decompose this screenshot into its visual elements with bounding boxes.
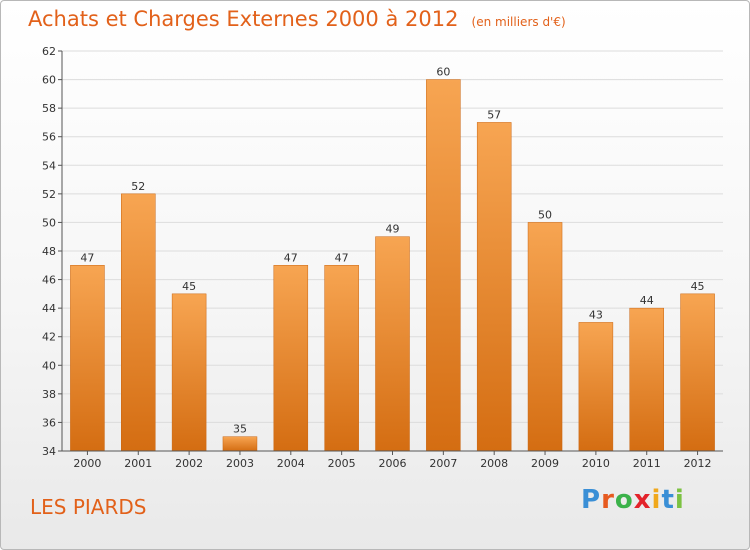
chart-title-text: Achats et Charges Externes 2000 à 2012 xyxy=(28,7,459,31)
bar xyxy=(324,265,359,452)
data-label: 60 xyxy=(436,66,450,79)
y-tick-label: 48 xyxy=(42,245,56,258)
logo-letter: x xyxy=(633,485,652,515)
y-tick-label: 38 xyxy=(42,388,56,401)
bar xyxy=(70,265,105,452)
bar xyxy=(476,122,512,452)
data-label: 50 xyxy=(538,208,552,221)
bar xyxy=(375,236,410,452)
bar xyxy=(578,322,614,452)
x-tick-label: 2009 xyxy=(531,457,559,470)
y-tick-label: 60 xyxy=(42,74,56,87)
y-tick-label: 54 xyxy=(42,159,56,172)
x-tick-label: 2002 xyxy=(175,457,203,470)
y-tick-label: 50 xyxy=(42,216,56,229)
x-tick-label: 2004 xyxy=(277,457,305,470)
data-label: 45 xyxy=(182,280,196,293)
x-tick-label: 2005 xyxy=(328,457,356,470)
x-tick-label: 2010 xyxy=(582,457,610,470)
logo-letter: r xyxy=(601,485,615,515)
x-tick-label: 2000 xyxy=(73,457,101,470)
logo-letter: i xyxy=(651,485,662,515)
commune-name: LES PIARDS xyxy=(30,495,147,519)
y-tick-label: 34 xyxy=(42,445,56,458)
logo-letter: t xyxy=(661,485,675,515)
bar xyxy=(171,293,207,452)
x-tick-label: 2008 xyxy=(480,457,508,470)
bar xyxy=(222,436,258,452)
data-label: 57 xyxy=(487,108,501,121)
y-tick-label: 52 xyxy=(42,188,56,201)
logo-letter: i xyxy=(674,485,685,515)
bar xyxy=(527,222,563,452)
data-label: 47 xyxy=(335,251,349,264)
y-tick-label: 42 xyxy=(42,331,56,344)
chart-title: Achats et Charges Externes 2000 à 2012 (… xyxy=(28,7,566,31)
y-tick-label: 46 xyxy=(42,274,56,287)
y-tick-label: 36 xyxy=(42,416,56,429)
data-label: 49 xyxy=(386,223,400,236)
y-tick-label: 58 xyxy=(42,102,56,115)
bar xyxy=(121,193,156,452)
data-label: 44 xyxy=(640,294,654,307)
data-label: 52 xyxy=(131,180,145,193)
x-tick-label: 2007 xyxy=(429,457,457,470)
bar xyxy=(273,265,309,452)
x-tick-label: 2003 xyxy=(226,457,254,470)
x-tick-label: 2011 xyxy=(633,457,661,470)
data-label: 45 xyxy=(691,280,705,293)
x-tick-label: 2006 xyxy=(379,457,407,470)
bar xyxy=(680,293,715,452)
proxiti-logo[interactable]: Proxiti xyxy=(581,485,685,515)
bar xyxy=(426,79,461,452)
y-tick-label: 62 xyxy=(42,45,56,58)
data-label: 35 xyxy=(233,423,247,436)
logo-letter: o xyxy=(614,485,634,515)
logo-letter: P xyxy=(581,485,602,515)
data-label: 47 xyxy=(80,251,94,264)
data-label: 47 xyxy=(284,251,298,264)
y-tick-label: 44 xyxy=(42,302,56,315)
data-label: 43 xyxy=(589,308,603,321)
x-tick-label: 2001 xyxy=(124,457,152,470)
x-tick-label: 2012 xyxy=(684,457,712,470)
y-tick-label: 56 xyxy=(42,131,56,144)
y-tick-label: 40 xyxy=(42,359,56,372)
bar xyxy=(629,307,664,452)
chart-unit: (en milliers d'€) xyxy=(471,15,566,29)
